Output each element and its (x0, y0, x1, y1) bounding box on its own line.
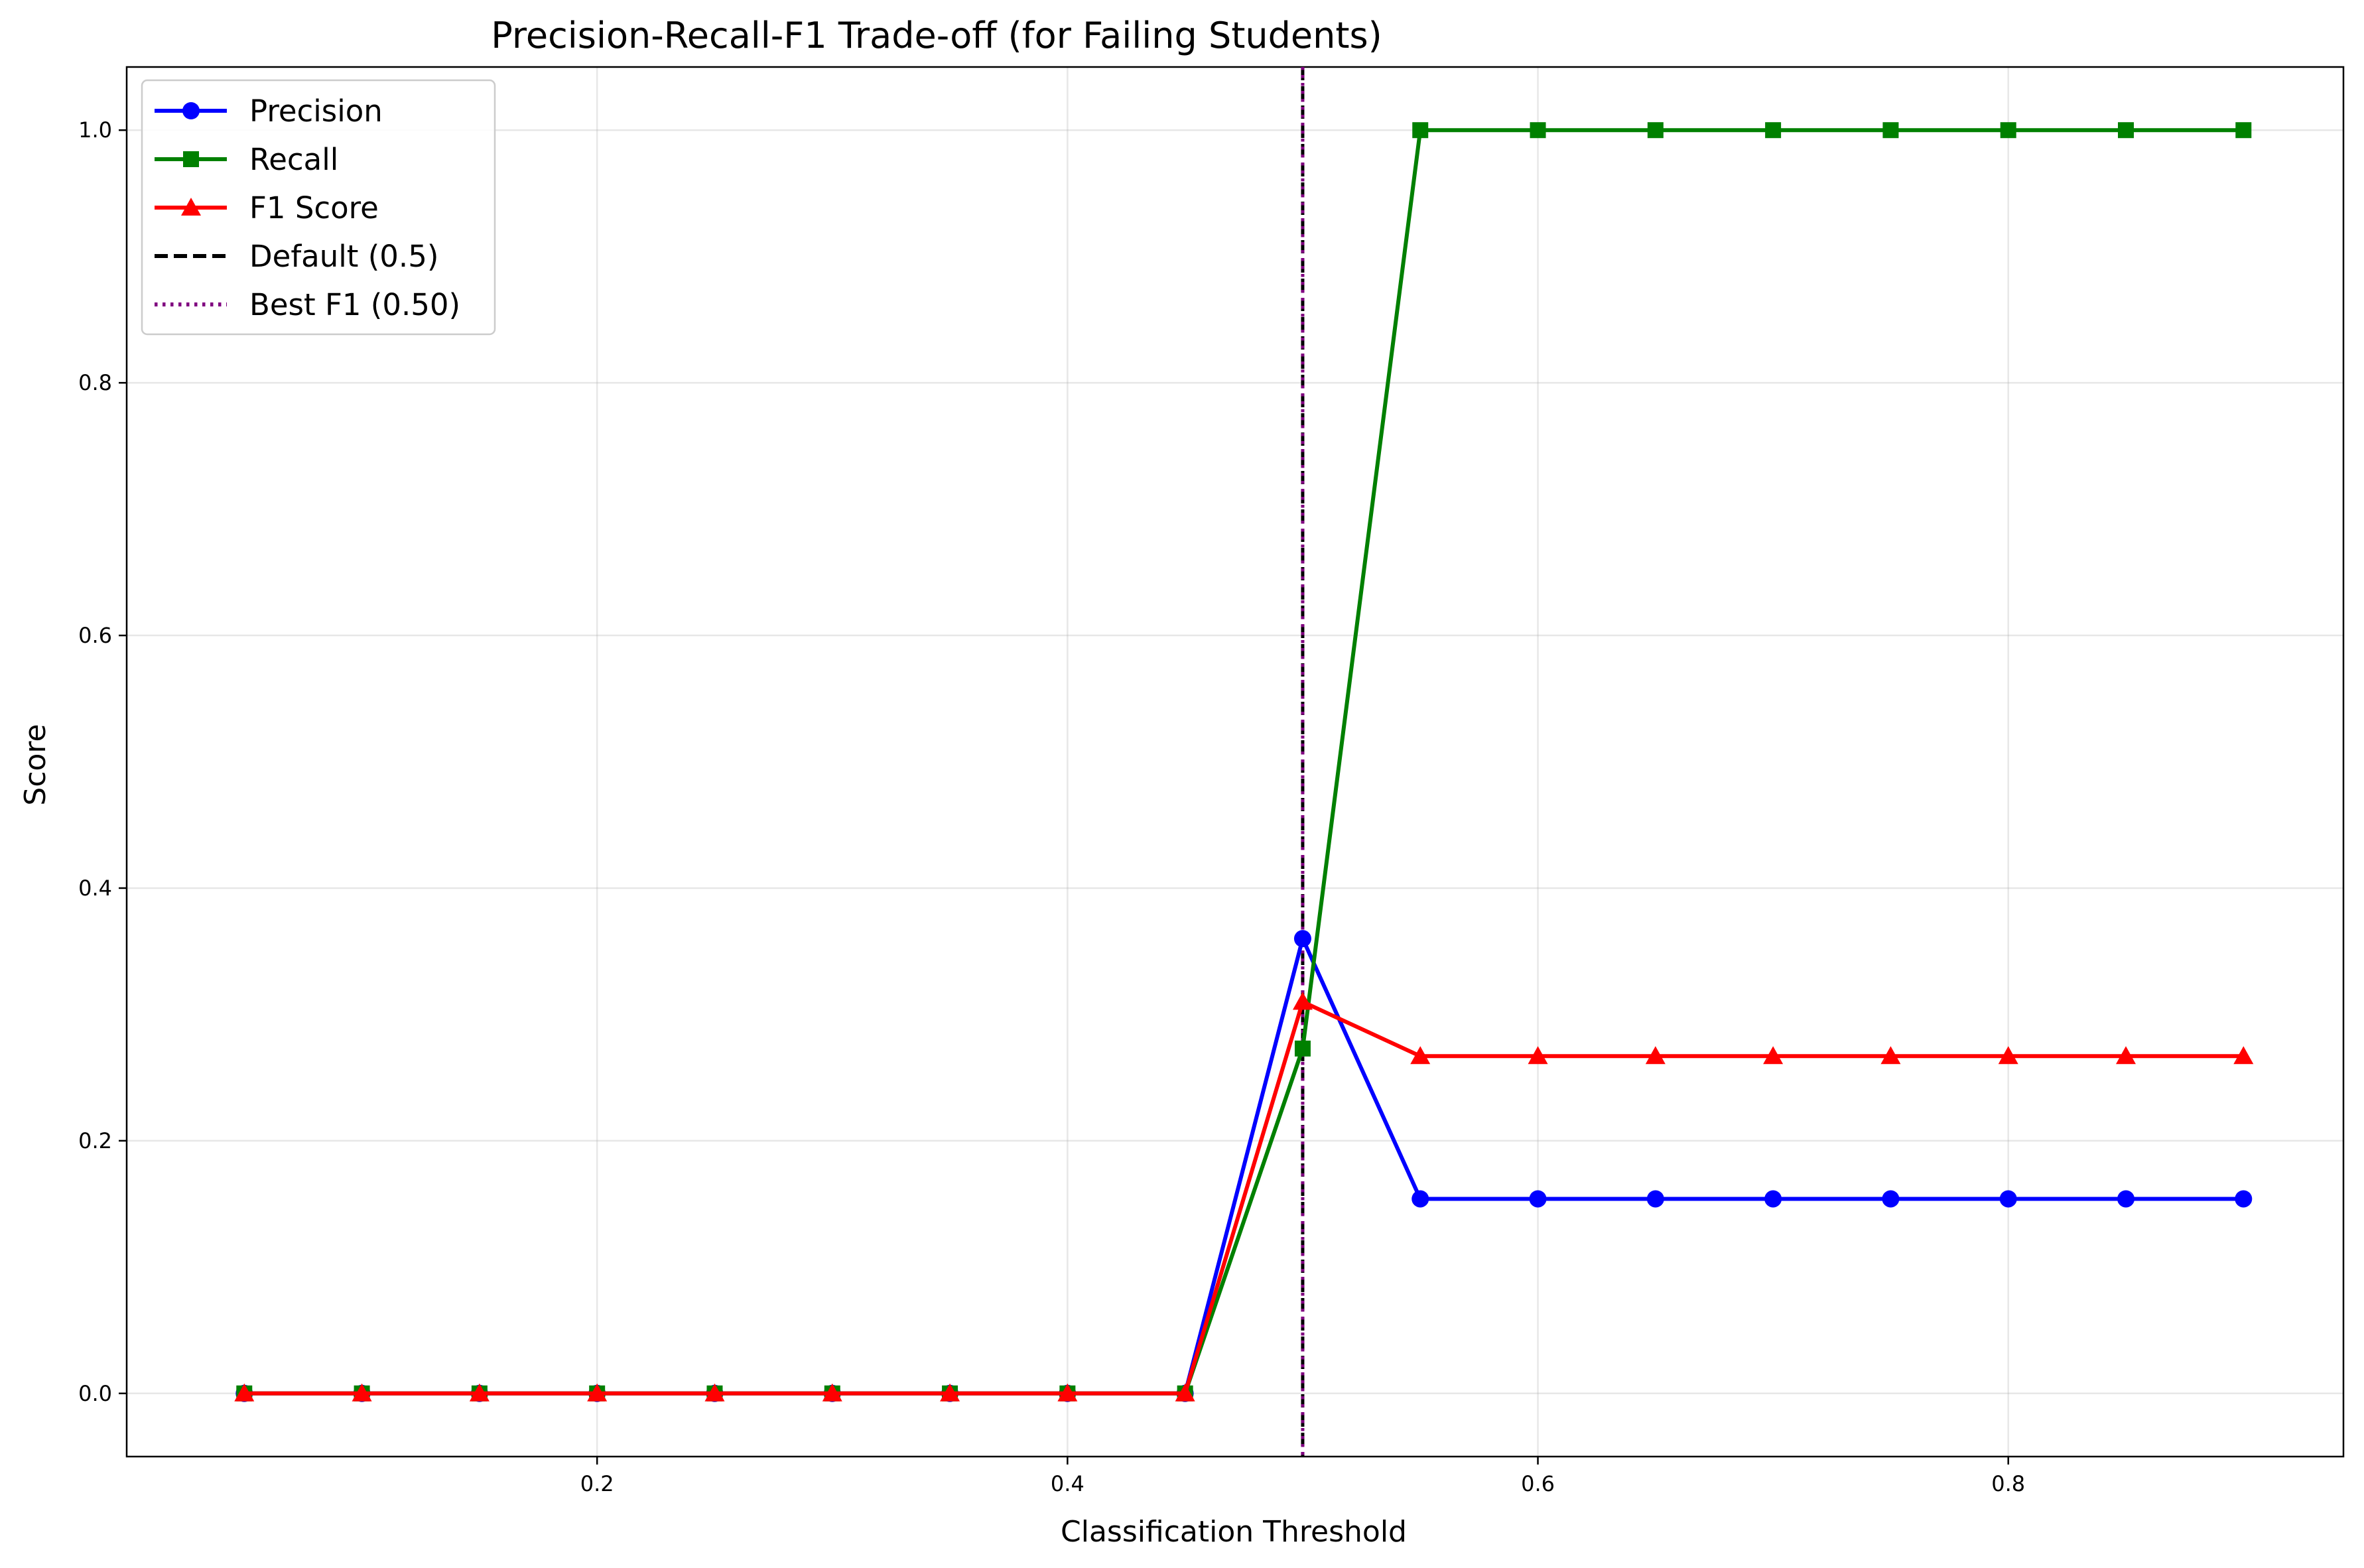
legend-entry-precision: Precision (155, 94, 383, 129)
f1-score-point (1057, 1383, 1078, 1402)
recall-point (2000, 122, 2016, 139)
precision-point (1412, 1190, 1429, 1208)
precision-point (1646, 1190, 1664, 1208)
f1-score-point (1998, 1046, 2018, 1065)
chart-title: Precision-Recall-F1 Trade-off (for Faili… (491, 15, 1382, 56)
legend-label: F1 Score (249, 190, 379, 226)
precision-point (1999, 1190, 2017, 1208)
recall-point (1765, 122, 1782, 139)
recall-point (2235, 122, 2252, 139)
f1-score-point (2233, 1046, 2254, 1065)
data-series (234, 122, 2254, 1402)
f1-score-point (1645, 1046, 1666, 1065)
precision-point (1529, 1190, 1547, 1208)
legend-label: Best F1 (0.50) (249, 287, 460, 322)
y-tick-label: 0.6 (78, 623, 112, 648)
legend-entry-default-0-5-: Default (0.5) (155, 239, 438, 274)
precision-point (2235, 1190, 2253, 1208)
y-axis-label: Score (19, 724, 52, 805)
axis-ticks: 0.2 0.4 0.6 0.8 0.0 0.2 0.4 0.6 0.8 1.0 (78, 117, 2025, 1496)
f1-score-point (1175, 1383, 1195, 1402)
recall-point (1530, 122, 1546, 139)
precision-point (1293, 930, 1311, 948)
f1-score-point (940, 1383, 960, 1402)
y-tick-label: 0.2 (78, 1128, 112, 1153)
y-tick-label: 0.0 (78, 1381, 112, 1406)
x-tick-label: 0.8 (1991, 1471, 2025, 1496)
f1-score-point (1880, 1046, 1901, 1065)
x-tick-label: 0.4 (1051, 1471, 1084, 1496)
legend-marker (183, 151, 199, 167)
y-tick-label: 0.8 (78, 370, 112, 395)
legend-label: Precision (249, 94, 383, 129)
f1-score-point (2116, 1046, 2136, 1065)
recall-point (1412, 122, 1429, 139)
f1-score-point (1528, 1046, 1548, 1065)
legend-entry-recall: Recall (155, 142, 338, 177)
f1-score-point (704, 1383, 725, 1402)
plot-area (125, 66, 2345, 1458)
recall-point (1882, 122, 1899, 139)
f1-score-series (234, 992, 2254, 1402)
legend-label: Default (0.5) (249, 239, 438, 274)
legend-marker (181, 198, 201, 216)
x-axis-label: Classification Threshold (1061, 1515, 1407, 1549)
y-tick-label: 1.0 (78, 117, 112, 143)
recall-point (1294, 1040, 1311, 1057)
f1-score-line (244, 1000, 2244, 1396)
x-tick-label: 0.6 (1521, 1471, 1555, 1496)
precision-point (1764, 1190, 1782, 1208)
legend-marker (182, 102, 200, 119)
f1-score-point (1292, 992, 1313, 1010)
recall-point (2118, 122, 2134, 139)
x-tick-label: 0.2 (580, 1471, 614, 1496)
legend-entry-f1-score: F1 Score (155, 190, 379, 226)
legend-label: Recall (249, 142, 338, 177)
f1-score-point (234, 1383, 255, 1402)
y-tick-label: 0.4 (78, 876, 112, 901)
f1-score-point (352, 1383, 372, 1402)
f1-score-point (822, 1383, 842, 1402)
legend-entry-best-f1-0-50-: Best F1 (0.50) (155, 287, 460, 322)
f1-score-point (1763, 1046, 1784, 1065)
precision-point (2117, 1190, 2135, 1208)
legend: Precision Recall F1 Score Default (0.5) Best… (141, 79, 496, 336)
f1-score-point (469, 1383, 490, 1402)
recall-point (1647, 122, 1664, 139)
precision-point (1882, 1190, 1900, 1208)
legend-frame (141, 79, 496, 336)
f1-score-point (587, 1383, 608, 1402)
f1-score-point (1410, 1046, 1431, 1065)
